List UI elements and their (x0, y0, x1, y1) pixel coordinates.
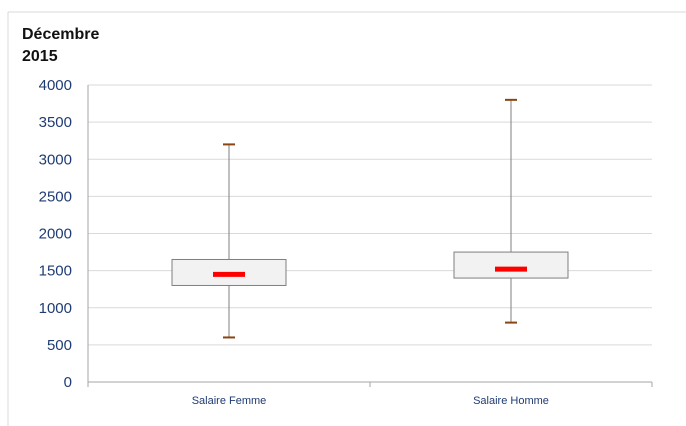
box-1 (171, 143, 287, 339)
boxes (171, 98, 569, 339)
x-tick-label-2: Salaire Homme (473, 395, 549, 407)
axes (87, 85, 653, 387)
y-tick-label-3500: 3500 (39, 114, 72, 131)
y-tick-labels: 0 500 1000 1500 2000 2500 3000 3500 4000 (39, 77, 72, 391)
y-tick-label-2000: 2000 (39, 226, 72, 243)
x-tick-label-1: Salaire Femme (192, 395, 267, 407)
y-tick-label-1500: 1500 (39, 263, 72, 280)
y-tick-label-2500: 2500 (39, 188, 72, 205)
y-tick-label-1000: 1000 (39, 300, 72, 317)
gridlines (88, 84, 652, 346)
iqr-box-2 (453, 251, 569, 279)
y-tick-label-3000: 3000 (39, 151, 72, 168)
y-tick-label-0: 0 (64, 374, 72, 391)
y-tick-label-4000: 4000 (39, 77, 72, 94)
box-2 (453, 98, 569, 324)
x-tick-labels: Salaire Femme Salaire Homme (192, 395, 549, 407)
chart-title: Décembre 2015 (22, 26, 100, 65)
y-tick-label-500: 500 (47, 337, 72, 354)
